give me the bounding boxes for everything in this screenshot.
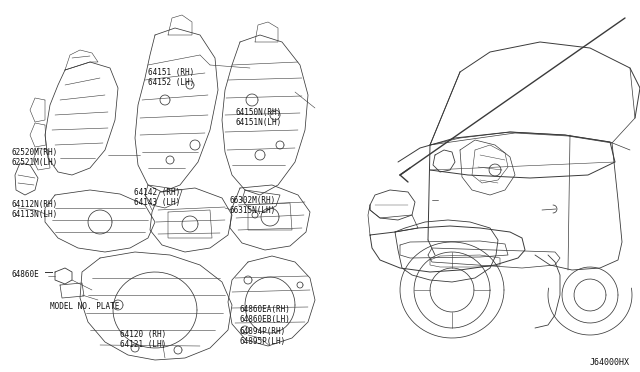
Text: 62521M(LH): 62521M(LH): [12, 158, 58, 167]
Text: 64860EB(LH): 64860EB(LH): [240, 315, 291, 324]
Text: 66302M(RH): 66302M(RH): [230, 196, 276, 205]
Text: 64860EA(RH): 64860EA(RH): [240, 305, 291, 314]
Text: J64000HX: J64000HX: [590, 358, 630, 367]
Text: 64152 (LH): 64152 (LH): [148, 78, 195, 87]
Text: 64120 (RH): 64120 (RH): [120, 330, 166, 339]
Text: 62520M(RH): 62520M(RH): [12, 148, 58, 157]
Text: 64860E: 64860E: [12, 270, 40, 279]
Text: 64151 (RH): 64151 (RH): [148, 68, 195, 77]
Text: 66315N(LH): 66315N(LH): [230, 206, 276, 215]
Text: 64112N(RH): 64112N(RH): [12, 200, 58, 209]
Text: 64121 (LH): 64121 (LH): [120, 340, 166, 349]
Text: 64113N(LH): 64113N(LH): [12, 210, 58, 219]
Text: 64150N(RH): 64150N(RH): [236, 108, 282, 117]
Text: 64894P(RH): 64894P(RH): [240, 327, 286, 336]
Text: MODEL NO. PLATE: MODEL NO. PLATE: [50, 302, 120, 311]
Text: 64151N(LH): 64151N(LH): [236, 118, 282, 127]
Text: 64895P(LH): 64895P(LH): [240, 337, 286, 346]
Text: 64143 (LH): 64143 (LH): [134, 198, 180, 207]
Text: 64142 (RH): 64142 (RH): [134, 188, 180, 197]
